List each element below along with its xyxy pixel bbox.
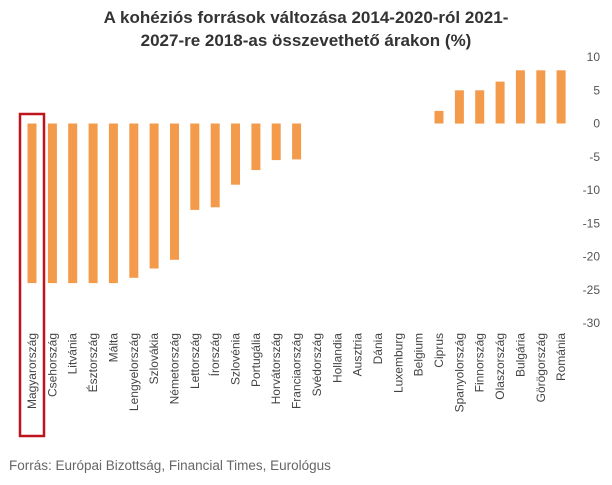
- x-tick-label: Észtország: [85, 333, 100, 392]
- bar-málta: [108, 123, 118, 284]
- x-tick-label: Hollandia: [330, 333, 344, 383]
- x-tick-label: Románia: [554, 333, 568, 381]
- y-tick-label: -30: [583, 316, 601, 330]
- x-tick-label: Ciprus: [432, 333, 446, 368]
- x-tick-label: Olaszország: [493, 333, 507, 400]
- x-tick-label: Portugália: [249, 333, 263, 387]
- bar-bulgária: [515, 70, 525, 124]
- highlight-group: [18, 112, 46, 438]
- x-tick-label: Szlovénia: [229, 333, 243, 385]
- x-tick-label: Lettország: [188, 333, 202, 389]
- x-tick-label: Litvánia: [66, 333, 80, 375]
- y-tick-label: -20: [583, 250, 601, 264]
- bar-olaszország: [495, 81, 505, 124]
- x-tick-label: Dánia: [371, 333, 385, 365]
- bar-lengyelország: [129, 123, 139, 278]
- bar-csehország: [47, 123, 57, 284]
- x-tick-label: Görögország: [534, 333, 548, 402]
- x-tick-label: Bulgária: [513, 333, 527, 377]
- bar-spanyolország: [454, 90, 464, 124]
- x-tick-label: Belgium: [412, 333, 426, 376]
- bar-litvánia: [68, 123, 78, 284]
- bars-group: [27, 70, 566, 284]
- x-tick-label: Svédország: [310, 333, 324, 396]
- bar-románia: [556, 70, 566, 124]
- bar-portugália: [251, 123, 261, 171]
- x-tick-label: Spanyolország: [452, 333, 466, 412]
- x-tick-label: Csehország: [45, 333, 59, 397]
- bar-görögország: [536, 70, 546, 124]
- y-tick-label: 0: [593, 117, 600, 131]
- bar-észtország: [88, 123, 98, 284]
- source-note: Forrás: Európai Bizottság, Financial Tim…: [9, 458, 331, 473]
- x-tick-label: Ausztria: [351, 333, 365, 377]
- bar-szlovákia: [149, 123, 159, 269]
- x-tick-label: Szlovákia: [147, 333, 161, 385]
- x-tick-label: Luxemburg: [391, 333, 405, 393]
- bar-ciprus: [434, 110, 444, 124]
- y-tick-label: 10: [587, 50, 601, 64]
- x-tick-label: Málta: [106, 333, 120, 363]
- y-tick-label: -10: [583, 183, 601, 197]
- x-tick-label: Írország: [207, 333, 222, 376]
- bar-németország: [170, 123, 179, 260]
- x-tick-label: Franciaország: [290, 333, 304, 409]
- bar-írország: [210, 123, 220, 208]
- y-tick-label: -5: [589, 150, 600, 164]
- x-tick-label: Németország: [168, 333, 182, 404]
- x-tick-label: Lengyelország: [127, 333, 141, 411]
- bar-szlovénia: [231, 123, 240, 185]
- y-tick-label: 5: [593, 83, 600, 97]
- x-tick-label: Magyarország: [25, 333, 39, 409]
- x-axis-labels: Magyarország Csehország Litvánia Észtország…: [25, 333, 568, 413]
- y-axis: 10 5 0 -5 -10 -15 -20 -25 -30: [583, 50, 601, 330]
- highlight-box: [18, 112, 46, 438]
- bar-horvátország: [271, 123, 281, 161]
- y-tick-label: -25: [583, 283, 601, 297]
- bar-franciaország: [292, 123, 302, 160]
- bar-magyarország: [27, 123, 37, 284]
- bar-lettország: [190, 123, 200, 210]
- chart-title: A kohéziós források változása 2014-2020-…: [103, 8, 509, 50]
- x-tick-label: Horvátország: [269, 333, 283, 404]
- x-tick-label: Finnország: [473, 333, 487, 392]
- bar-finnország: [475, 90, 485, 124]
- y-tick-label: -15: [583, 216, 601, 230]
